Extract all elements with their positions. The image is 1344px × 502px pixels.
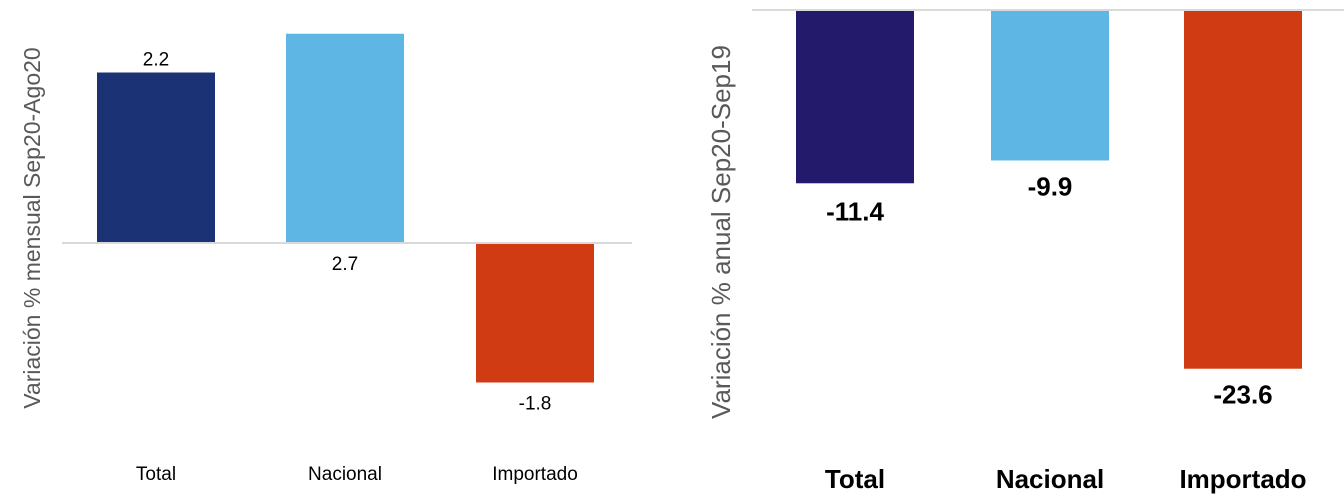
y-axis-label: Variación % anual Sep20-Sep19 bbox=[706, 45, 736, 419]
category-label-importado: Importado bbox=[492, 464, 578, 485]
category-label-total: Total bbox=[825, 464, 885, 494]
data-label-importado: -23.6 bbox=[1213, 380, 1272, 410]
category-label-nacional: Nacional bbox=[996, 464, 1104, 494]
category-label-importado: Importado bbox=[1179, 464, 1306, 494]
bar-total bbox=[97, 72, 215, 243]
category-label-total: Total bbox=[136, 464, 176, 485]
data-label-total: 2.2 bbox=[143, 50, 169, 71]
bar-total bbox=[796, 10, 914, 184]
bar-importado bbox=[476, 243, 594, 383]
data-label-total: -11.4 bbox=[826, 196, 884, 226]
chart-2: -11.4 -9.9 -23.6 Total Nacional Importado Vari… bbox=[706, 9, 1344, 494]
data-label-importado: -1.8 bbox=[519, 394, 552, 415]
category-label-nacional: Nacional bbox=[308, 464, 382, 485]
bar-nacional bbox=[286, 33, 404, 243]
bar-nacional bbox=[991, 10, 1109, 161]
bar-importado bbox=[1184, 10, 1302, 369]
data-label-nacional: -9.9 bbox=[1028, 171, 1073, 201]
data-label-nacional: 2.7 bbox=[332, 254, 358, 275]
y-axis-label: Variación % mensual Sep20-Ago20 bbox=[19, 47, 45, 408]
chart-1: 2.2 2.7 -1.8 Total Nacional Importado Variació… bbox=[19, 33, 632, 485]
